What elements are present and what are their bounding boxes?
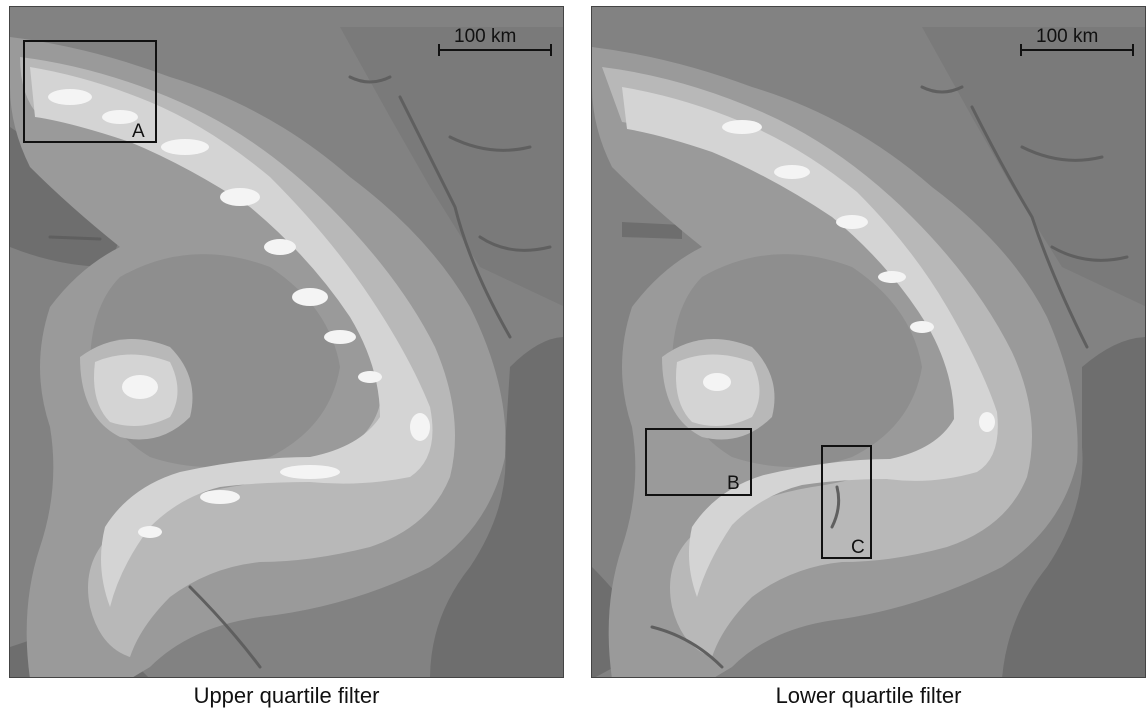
northern-plain bbox=[922, 27, 1145, 307]
map-panel-lower-quartile: B C 100 km bbox=[591, 6, 1146, 678]
elevation-map-lower-quartile: B C 100 km bbox=[592, 7, 1145, 677]
eastern-lowland bbox=[430, 337, 563, 677]
inset-box-c-label: C bbox=[851, 537, 865, 558]
drainage-network bbox=[650, 85, 1129, 669]
northern-plain bbox=[340, 27, 563, 307]
inset-box-a bbox=[23, 40, 157, 143]
map-panel-upper-quartile: A 100 km bbox=[9, 6, 564, 678]
inset-box-b-label: B bbox=[727, 473, 740, 494]
scale-bar: 100 km bbox=[438, 26, 552, 56]
inset-box-b bbox=[645, 428, 752, 496]
high-elevation-core bbox=[622, 87, 998, 597]
scale-bar-label: 100 km bbox=[454, 26, 516, 47]
summit-patches bbox=[48, 89, 430, 538]
scale-bar: 100 km bbox=[1020, 26, 1134, 56]
caption-lower-quartile: Lower quartile filter bbox=[775, 683, 962, 708]
inset-box-c bbox=[821, 445, 872, 559]
scale-bar-label: 100 km bbox=[1036, 26, 1098, 47]
mid-elevation-arc bbox=[602, 67, 1032, 657]
elevation-map-upper-quartile: A 100 km bbox=[10, 7, 563, 677]
mid-elevation-arc bbox=[20, 57, 455, 657]
eastern-lowland bbox=[1002, 337, 1145, 677]
drainage-network bbox=[48, 75, 552, 669]
western-lake bbox=[622, 222, 682, 239]
caption-upper-quartile: Upper quartile filter bbox=[193, 683, 380, 708]
summit-patches bbox=[703, 120, 995, 432]
inset-box-a-label: A bbox=[132, 121, 145, 142]
